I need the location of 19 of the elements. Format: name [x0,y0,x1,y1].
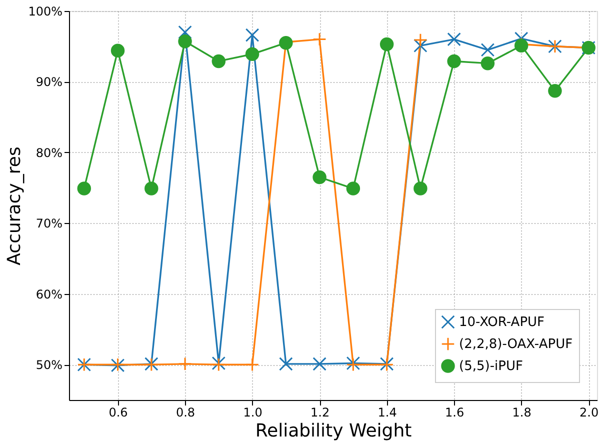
y-tick-label: 70% [36,216,62,231]
x-tick-label: 0.8 [176,406,196,420]
x-tick-label: 1.8 [512,406,532,420]
x-axis-title: Reliability Weight [255,420,412,442]
y-tick-label: 50% [36,358,62,372]
x-tick-label: 0.6 [108,406,128,420]
x-tick-label: 1.6 [445,406,464,420]
legend-label: 10-XOR-APUF [459,315,545,330]
y-tick-label: 80% [36,146,62,160]
y-axis-title: Accuracy_res [4,146,26,266]
x-tick-label: 1.2 [310,406,330,420]
x-tick-label: 1.4 [378,406,397,420]
x-tick-label: 1.0 [243,406,262,420]
y-tick-label: 100% [28,4,62,18]
y-tick-label: 90% [36,75,62,90]
y-tick-label: 60% [36,287,62,302]
legend-label: (2,2,8)-OAX-APUF [459,337,573,352]
legend-label: (5,5)-iPUF [459,359,523,374]
x-tick-label: 2.0 [580,406,599,420]
